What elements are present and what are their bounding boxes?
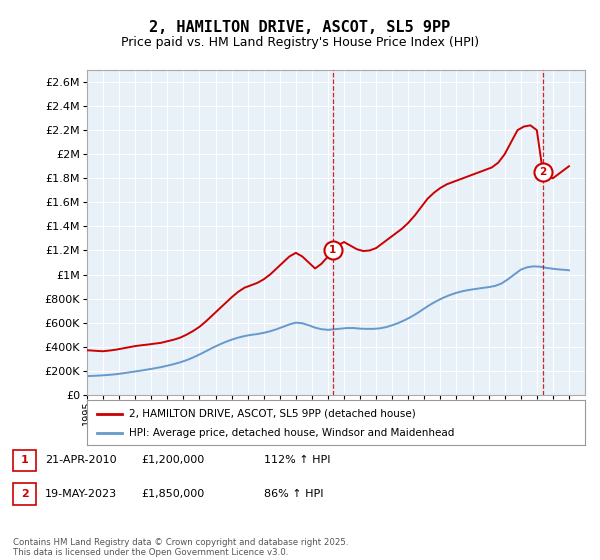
Text: Contains HM Land Registry data © Crown copyright and database right 2025.
This d: Contains HM Land Registry data © Crown c…: [13, 538, 349, 557]
Text: 2: 2: [21, 489, 28, 499]
Text: 21-APR-2010: 21-APR-2010: [45, 455, 116, 465]
Text: 1: 1: [329, 245, 337, 255]
Text: 19-MAY-2023: 19-MAY-2023: [45, 489, 117, 499]
Text: £1,850,000: £1,850,000: [141, 489, 204, 499]
Text: 1: 1: [21, 455, 28, 465]
Text: £1,200,000: £1,200,000: [141, 455, 204, 465]
Text: Price paid vs. HM Land Registry's House Price Index (HPI): Price paid vs. HM Land Registry's House …: [121, 36, 479, 49]
Text: 112% ↑ HPI: 112% ↑ HPI: [264, 455, 331, 465]
Text: 2, HAMILTON DRIVE, ASCOT, SL5 9PP: 2, HAMILTON DRIVE, ASCOT, SL5 9PP: [149, 20, 451, 35]
Text: 86% ↑ HPI: 86% ↑ HPI: [264, 489, 323, 499]
Text: 2: 2: [539, 167, 547, 178]
Text: 2, HAMILTON DRIVE, ASCOT, SL5 9PP (detached house): 2, HAMILTON DRIVE, ASCOT, SL5 9PP (detac…: [130, 409, 416, 419]
Text: HPI: Average price, detached house, Windsor and Maidenhead: HPI: Average price, detached house, Wind…: [130, 428, 455, 438]
